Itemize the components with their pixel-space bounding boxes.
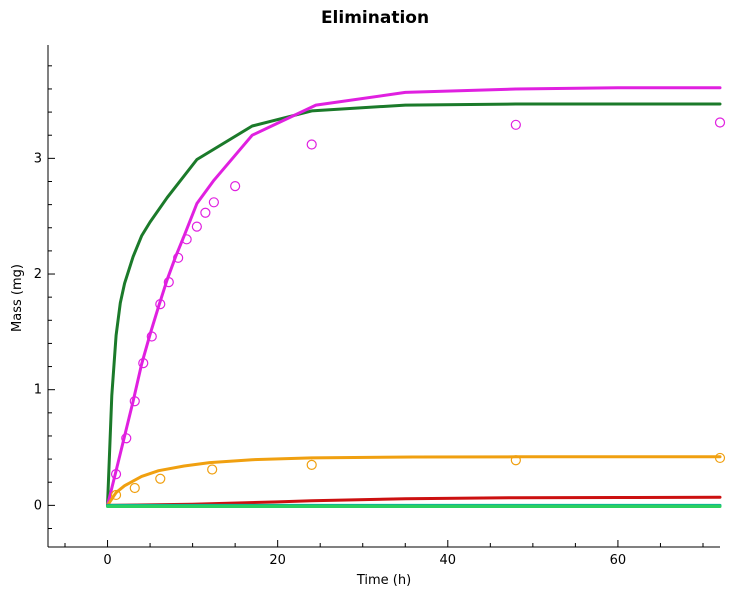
chart-title: Elimination — [321, 8, 429, 28]
data-point — [714, 452, 726, 464]
data-point — [155, 298, 166, 310]
data-point — [207, 464, 218, 475]
data-point — [155, 473, 166, 484]
data-point — [714, 117, 726, 128]
plot-points — [110, 117, 726, 501]
x-axis: 0 20 40 60 — [48, 540, 720, 568]
data-point — [173, 252, 184, 263]
plot-lines — [106, 86, 722, 508]
data-point — [230, 181, 241, 192]
data-point — [200, 207, 211, 218]
data-point — [306, 459, 317, 470]
data-point — [138, 357, 149, 369]
y-tick-label: 0 — [34, 498, 42, 513]
x-tick-label: 40 — [440, 553, 457, 568]
y-tick-label: 2 — [34, 267, 42, 282]
data-point — [306, 139, 317, 150]
data-point — [510, 455, 521, 466]
series-line-1 — [106, 86, 722, 507]
x-tick-label: 20 — [269, 553, 286, 568]
x-tick-label: 60 — [610, 553, 627, 568]
data-point — [208, 197, 219, 208]
y-axis-label: Mass (mg) — [10, 264, 25, 332]
y-axis: 0 1 2 3 — [34, 45, 55, 547]
data-point — [110, 469, 122, 480]
data-point — [110, 489, 122, 501]
data-point — [129, 396, 140, 407]
data-point — [191, 221, 202, 232]
data-point — [121, 433, 132, 444]
data-point — [181, 234, 192, 245]
x-axis-label: Time (h) — [356, 573, 411, 588]
data-point — [510, 119, 521, 130]
series-line-0 — [106, 102, 722, 507]
y-tick-label: 3 — [34, 151, 42, 166]
data-point — [146, 331, 157, 342]
series-line-3 — [106, 495, 722, 507]
x-tick-label: 0 — [103, 553, 111, 568]
y-tick-label: 1 — [34, 383, 42, 398]
series-line-2 — [106, 455, 722, 507]
data-point — [129, 482, 140, 494]
data-point — [163, 277, 174, 288]
